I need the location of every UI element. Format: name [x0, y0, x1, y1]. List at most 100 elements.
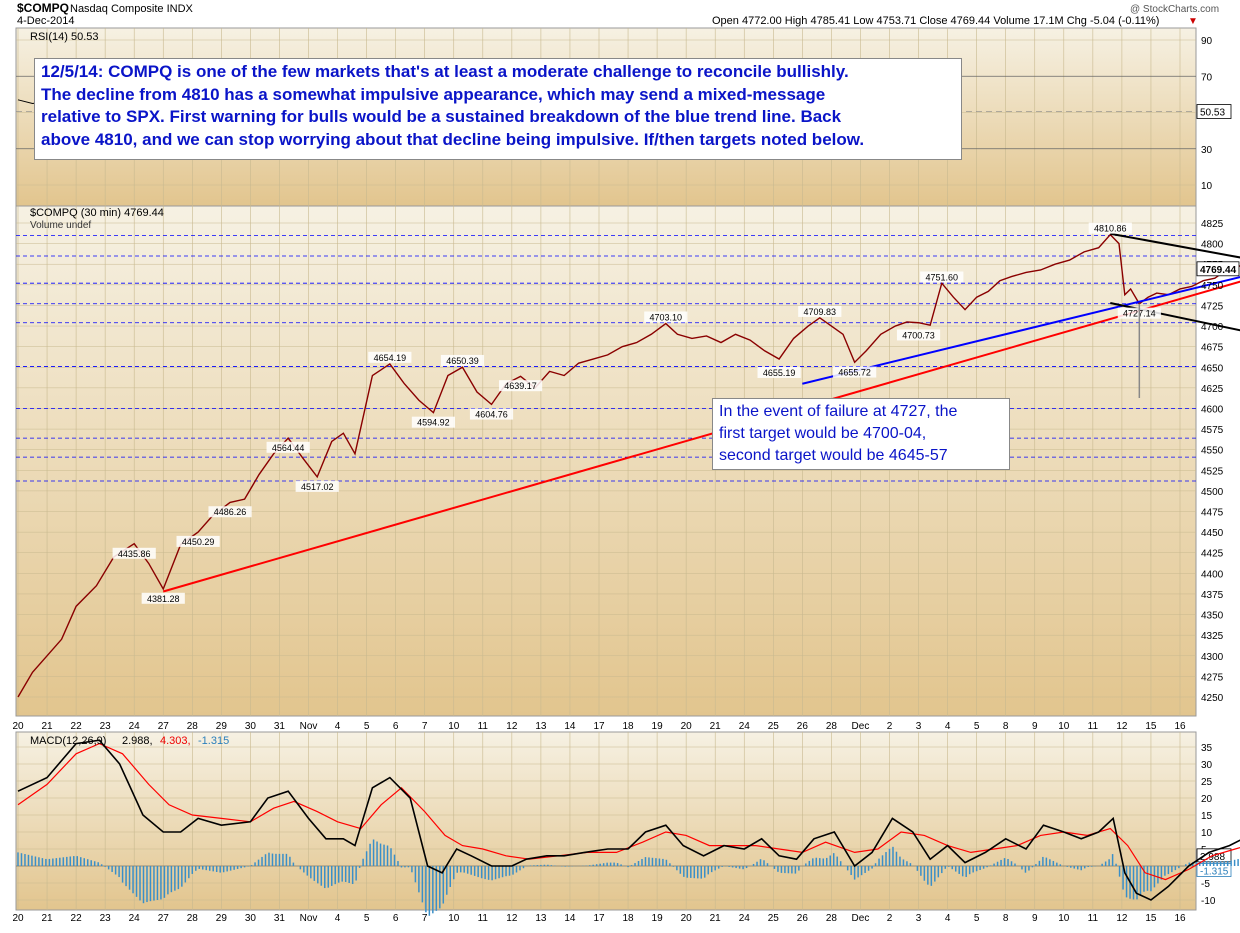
y-tick-label: 4350 — [1201, 611, 1224, 622]
x-tick-label: 27 — [158, 913, 170, 924]
x-tick-label: 6 — [393, 913, 399, 924]
x-tick-label: Dec — [852, 913, 870, 924]
x-tick-label: 30 — [245, 913, 257, 924]
x-tick-label: 2 — [887, 913, 893, 924]
x-tick-label: 28 — [187, 721, 199, 732]
y-tick-label: 4600 — [1201, 404, 1224, 415]
x-tick-label: 13 — [535, 913, 547, 924]
target-line: first target would be 4700-04, — [719, 425, 927, 442]
y-tick-label: 4400 — [1201, 569, 1224, 580]
x-tick-label: 17 — [593, 913, 605, 924]
y-tick-label: 4375 — [1201, 590, 1224, 601]
y-tick-label: 4625 — [1201, 384, 1224, 395]
x-tick-label: 5 — [974, 721, 980, 732]
x-tick-label: 10 — [448, 913, 460, 924]
x-tick-label: 27 — [158, 721, 170, 732]
x-tick-label: 10 — [1058, 913, 1070, 924]
data-label-box — [498, 380, 543, 392]
rsi-label: RSI(14) 50.53 — [30, 31, 98, 43]
data-label-box — [295, 480, 339, 492]
annotation-line: above 4810, and we can stop worrying abo… — [41, 129, 865, 149]
x-tick-label: 8 — [1003, 721, 1009, 732]
x-tick-label: 12 — [506, 721, 518, 732]
y-tick-label: 4450 — [1201, 528, 1224, 539]
x-tick-label: 8 — [1003, 913, 1009, 924]
x-tick-label: 12 — [1116, 721, 1128, 732]
last-price-label: 4769.44 — [1200, 265, 1237, 276]
x-tick-label: 11 — [478, 721, 489, 732]
y-tick-label: 4500 — [1201, 487, 1224, 498]
x-tick-label: 9 — [1032, 721, 1038, 732]
chart-date: 4-Dec-2014 — [17, 15, 74, 27]
x-tick-label: 4 — [945, 721, 951, 732]
y-tick-label: 20 — [1201, 794, 1213, 805]
x-tick-label: 15 — [1145, 721, 1157, 732]
x-tick-label: 10 — [448, 721, 460, 732]
x-tick-label: Nov — [300, 913, 318, 924]
y-tick-label: 4650 — [1201, 363, 1224, 374]
x-tick-label: 16 — [1174, 721, 1186, 732]
x-tick-label: 5 — [364, 721, 370, 732]
data-label: 4703.10 — [650, 312, 683, 322]
price-line — [17, 233, 1240, 698]
data-label: 4709.83 — [804, 307, 837, 317]
data-label: 4700.73 — [902, 330, 935, 340]
x-tick-label: 28 — [187, 913, 199, 924]
y-tick-label: 10 — [1201, 181, 1213, 192]
data-label-box — [896, 329, 941, 341]
x-tick-label: 7 — [422, 913, 428, 924]
ohlc-readout: Open 4772.00 High 4785.41 Low 4753.71 Cl… — [712, 15, 1159, 27]
target-line: second target would be 4645-57 — [719, 447, 948, 464]
y-tick-label: 10 — [1201, 828, 1213, 839]
x-tick-label: 11 — [1088, 913, 1099, 924]
y-tick-label: 4475 — [1201, 508, 1224, 519]
copyright: @ StockCharts.com — [1130, 4, 1219, 15]
x-tick-label: 4 — [335, 913, 341, 924]
data-label-box — [112, 547, 156, 559]
x-tick-label: 25 — [768, 913, 780, 924]
x-tick-label: 29 — [216, 913, 228, 924]
target-line: In the event of failure at 4727, the — [719, 403, 958, 420]
price-panel — [15, 205, 1197, 717]
trendline-black-upper — [1110, 232, 1240, 259]
y-tick-label: 4700 — [1201, 322, 1224, 333]
data-label-box — [208, 506, 252, 518]
data-label: 4381.28 — [147, 594, 180, 604]
data-label: 4604.76 — [475, 410, 508, 420]
x-tick-label: 3 — [916, 721, 922, 732]
x-tick-label: Dec — [852, 721, 870, 732]
x-tick-label: 12 — [506, 913, 518, 924]
rsi-value-label: 50.53 — [1200, 108, 1225, 119]
macd-legend: MACD(12,26,9) 2.988, 4.303, -1.315 — [30, 735, 229, 747]
y-tick-label: 4675 — [1201, 343, 1224, 354]
y-tick-label: 70 — [1201, 72, 1213, 83]
data-label-box — [469, 408, 514, 420]
data-label-box — [141, 592, 185, 604]
y-tick-label: 4750 — [1201, 281, 1224, 292]
symbol-name: Nasdaq Composite INDX — [70, 3, 194, 15]
x-tick-label: 21 — [710, 913, 722, 924]
x-tick-label: 22 — [71, 721, 83, 732]
data-label: 4450.29 — [182, 537, 215, 547]
data-label: 4650.39 — [446, 356, 479, 366]
x-tick-label: 22 — [71, 913, 83, 924]
x-tick-label: 28 — [826, 721, 838, 732]
y-tick-label: 30 — [1201, 760, 1213, 771]
x-tick-label: 31 — [274, 913, 286, 924]
x-tick-label: 10 — [1058, 721, 1070, 732]
y-tick-label: 35 — [1201, 743, 1213, 754]
x-tick-label: 29 — [216, 721, 228, 732]
x-tick-label: 24 — [739, 721, 751, 732]
x-tick-label: 24 — [129, 721, 141, 732]
y-tick-label: 15 — [1201, 811, 1213, 822]
data-label: 4486.26 — [214, 507, 247, 517]
data-label-box — [798, 305, 842, 317]
x-tick-label: 5 — [364, 913, 370, 924]
y-tick-label: 4275 — [1201, 672, 1224, 683]
data-label-box — [757, 366, 801, 378]
y-tick-label: 4575 — [1201, 425, 1224, 436]
x-tick-label: 23 — [100, 721, 112, 732]
x-tick-label: 24 — [739, 913, 751, 924]
symbol-title: $COMPQ — [17, 1, 69, 15]
